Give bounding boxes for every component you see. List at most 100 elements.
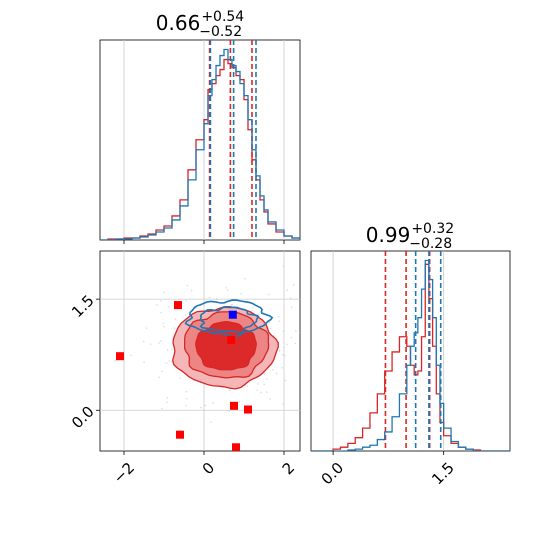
sample-point: [168, 360, 170, 362]
sample-point: [228, 410, 231, 412]
sample-point: [166, 349, 169, 351]
sample-point: [186, 284, 189, 287]
sample-point: [226, 289, 229, 291]
sample-point: [173, 327, 176, 329]
sample-point: [238, 400, 241, 403]
sample-point: [200, 406, 202, 409]
title-value: 0.99: [366, 223, 411, 247]
title-lower: −0.52: [199, 24, 242, 40]
red-marker: [230, 401, 238, 410]
sample-point: [299, 331, 300, 334]
sample-point: [289, 297, 292, 299]
histogram-series-1: [311, 259, 510, 451]
sample-point: [161, 407, 163, 410]
x-tick-label: 0.0: [318, 459, 348, 489]
sample-point: [159, 340, 162, 342]
sample-point: [163, 326, 165, 328]
sample-point: [170, 360, 173, 363]
sample-point: [278, 316, 280, 318]
sample-point: [275, 372, 278, 375]
sample-point: [284, 354, 286, 357]
title-upper: +0.32: [411, 221, 454, 237]
sample-point: [130, 354, 132, 357]
sample-point: [282, 402, 285, 405]
sample-point: [156, 304, 158, 306]
blue-contour-outer: [184, 299, 274, 338]
sample-point: [185, 299, 187, 302]
sample-point: [185, 397, 188, 400]
sample-point: [272, 369, 274, 371]
title-lower: −0.28: [409, 236, 452, 252]
red-marker: [174, 301, 182, 310]
x-tick-label: 1.5: [428, 459, 458, 489]
sample-point: [265, 391, 268, 393]
sample-point: [162, 322, 164, 325]
top-histogram-title: 0.66+0.54 −0.52: [156, 9, 245, 40]
sample-point: [167, 305, 170, 308]
sample-point: [263, 372, 266, 375]
sample-point: [166, 397, 169, 399]
sample-point: [250, 309, 252, 312]
sample-point: [149, 343, 152, 345]
sample-point: [292, 284, 295, 286]
y-tick-label: 1.5: [68, 291, 98, 321]
sample-point: [174, 318, 177, 321]
sample-point: [143, 361, 145, 363]
sample-point: [225, 286, 227, 289]
blue-marker: [228, 310, 237, 319]
sample-point: [294, 342, 296, 345]
sample-point: [208, 296, 211, 299]
sample-point: [260, 391, 262, 394]
sample-point: [170, 348, 173, 351]
sample-point: [212, 402, 214, 404]
red-marker: [232, 443, 240, 451]
sample-point: [230, 304, 232, 306]
sample-point: [269, 321, 271, 324]
sample-point: [244, 277, 247, 280]
sample-point: [270, 327, 272, 330]
sample-point: [263, 383, 266, 386]
sample-point: [185, 390, 188, 393]
sample-point: [286, 343, 288, 346]
sample-point: [295, 329, 297, 332]
sample-point: [268, 293, 270, 296]
sample-point: [204, 404, 207, 407]
sample-point: [114, 359, 116, 362]
sample-point: [266, 378, 268, 380]
sample-point: [246, 385, 249, 388]
sample-point: [185, 404, 187, 407]
sample-point: [282, 265, 285, 267]
sample-point: [290, 336, 293, 339]
sample-point: [257, 383, 259, 385]
sample-point: [269, 398, 272, 400]
sample-point: [145, 327, 148, 329]
sample-point: [158, 342, 160, 344]
sample-point: [252, 306, 254, 309]
sample-point: [278, 320, 281, 322]
sample-point: [281, 354, 284, 356]
sample-point: [190, 289, 193, 292]
sample-point: [160, 300, 162, 302]
sample-point: [179, 377, 182, 380]
sample-point: [284, 379, 287, 382]
sample-point: [184, 314, 187, 316]
y-tick-label: 0.0: [68, 403, 98, 433]
sample-point: [281, 366, 283, 369]
sample-point: [290, 306, 293, 308]
sample-point: [256, 389, 258, 391]
histogram-series-1: [100, 48, 300, 240]
bottom-right-histogram-title: 0.99+0.32 −0.28: [366, 221, 454, 252]
title-value: 0.66: [156, 11, 201, 35]
red-marker: [227, 335, 236, 344]
red-marker: [244, 405, 252, 414]
histogram-panel-top: 0.66+0.54 −0.52: [99, 9, 301, 244]
sample-point: [286, 289, 288, 291]
sample-point: [210, 421, 212, 424]
red-marker: [116, 352, 124, 361]
sample-point: [240, 293, 242, 295]
sample-point: [166, 401, 168, 403]
sample-point: [215, 298, 218, 300]
sample-point: [63, 311, 65, 313]
sample-point: [160, 311, 162, 314]
sample-point: [142, 340, 145, 343]
